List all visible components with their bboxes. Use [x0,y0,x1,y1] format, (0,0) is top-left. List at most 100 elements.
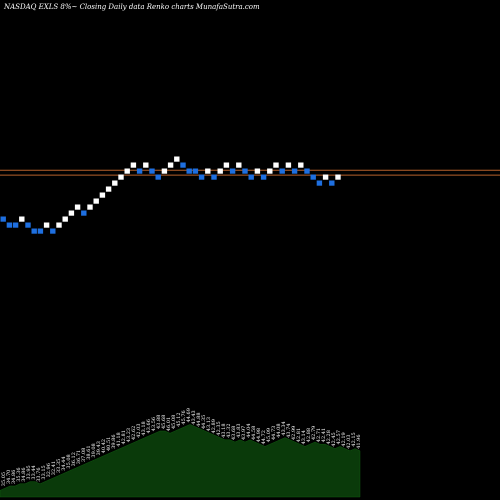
volume-label: 35.05 [1,472,7,486]
renko-brick [217,168,223,174]
volume-label: 44.73 [271,426,277,440]
renko-brick [6,222,13,228]
renko-brick [335,174,341,180]
volume-label: 42.79 [311,426,317,440]
renko-brick [43,222,50,228]
volume-label: 46.01 [166,417,172,431]
volume-label: 43.43 [191,410,197,424]
renko-brick [205,168,211,174]
renko-brick [124,168,130,174]
renko-brick [149,168,155,174]
renko-brick [56,222,62,228]
volume-label: 33.76 [36,467,42,481]
renko-brick [322,174,329,180]
renko-brick [68,210,75,216]
renko-brick [112,180,118,186]
renko-brick [37,228,44,234]
renko-brick [285,162,292,168]
renko-brick [211,174,217,180]
volume-label: 33.95 [26,465,32,479]
volume-label: 42.41 [321,428,327,442]
volume-label: 43.18 [221,423,227,437]
renko-brick [316,180,323,186]
renko-brick [87,204,93,210]
renko-brick [50,228,56,234]
volume-label: 35.08 [66,454,72,468]
renko-brick [155,174,161,180]
volume-label: 45.08 [171,415,177,429]
volume-label: 42.15 [351,432,357,446]
volume-label: 43.83 [236,423,242,437]
volume-label: 42.81 [121,430,127,444]
volume-labels: 35.68 35.05 34.70 34.86 35.36 34.86 33.95 33.44… [0,408,362,488]
volume-label: 33.44 [31,465,37,479]
renko-brick [118,174,124,180]
volume-label: 32.41 [51,461,57,475]
volume-label: 44.04 [246,423,252,437]
volume-label: 42.99 [291,426,297,440]
renko-brick [31,228,37,234]
volume-label: 45.12 [176,412,182,426]
renko-brick [223,162,230,168]
volume-label: 35.36 [16,467,22,481]
volume-label: 43.23 [126,428,132,442]
volume-label: 38.61 [86,445,92,459]
volume-label: 43.32 [226,423,232,437]
volume-label: 39.08 [91,443,97,457]
renko-brick [229,168,236,174]
renko-brick [298,162,304,168]
volume-label: 33.15 [41,465,47,479]
volume-label: 39.43 [96,441,102,455]
renko-brick [310,174,316,180]
volume-series [0,424,361,498]
volume-label: 44.35 [201,415,207,429]
volume-label: 45.68 [161,415,167,429]
volume-label: 43.74 [286,423,292,437]
volume-label: 43.97 [241,426,247,440]
volume-label: 45.09 [266,428,272,442]
volume-label: 44.69 [186,408,192,422]
renko-brick [174,156,180,162]
volume-label: 43.88 [156,415,162,429]
volume-label: 43.34 [281,421,287,435]
volume-label: 33.35 [56,459,62,473]
volume-label: 44.72 [261,430,267,444]
renko-brick [25,222,31,228]
renko-brick [93,198,99,204]
renko-brick [291,168,298,174]
volume-label: 44.88 [196,412,202,426]
renko-brick [242,168,248,174]
volume-label: 32.96 [46,463,52,477]
renko-brick [198,174,205,180]
volume-label: 34.70 [6,470,12,484]
volume-label: 42.03 [136,423,142,437]
volume-label: 40.51 [106,437,112,451]
renko-brick [105,186,112,192]
volume-label: 36.12 [71,452,77,466]
renko-brick [99,192,106,198]
volume-label: 41.18 [116,432,122,446]
volume-label: 37.08 [81,448,87,462]
volume-label: 44.58 [251,426,257,440]
renko-brick [267,168,273,174]
renko-brick [130,162,137,168]
volume-label: 43.56 [151,417,157,431]
volume-label: 44.08 [276,423,282,437]
renko-brick [186,168,192,174]
renko-brick [167,162,174,168]
volume-label: 42.35 [216,421,222,435]
volume-label: 34.44 [61,456,67,470]
renko-brick [74,204,81,210]
renko-brick [143,162,149,168]
volume-label: 40.42 [101,439,107,453]
volume-label: 42.62 [131,426,137,440]
volume-label: 42.88 [306,428,312,442]
volume-label: 43.66 [146,419,152,433]
volume-label: 43.18 [141,421,147,435]
renko-brick [304,168,310,174]
volume-label: 42.71 [316,428,322,442]
volume-label: 34.86 [11,470,17,484]
renko-brick [329,180,335,186]
renko-brick [279,168,285,174]
